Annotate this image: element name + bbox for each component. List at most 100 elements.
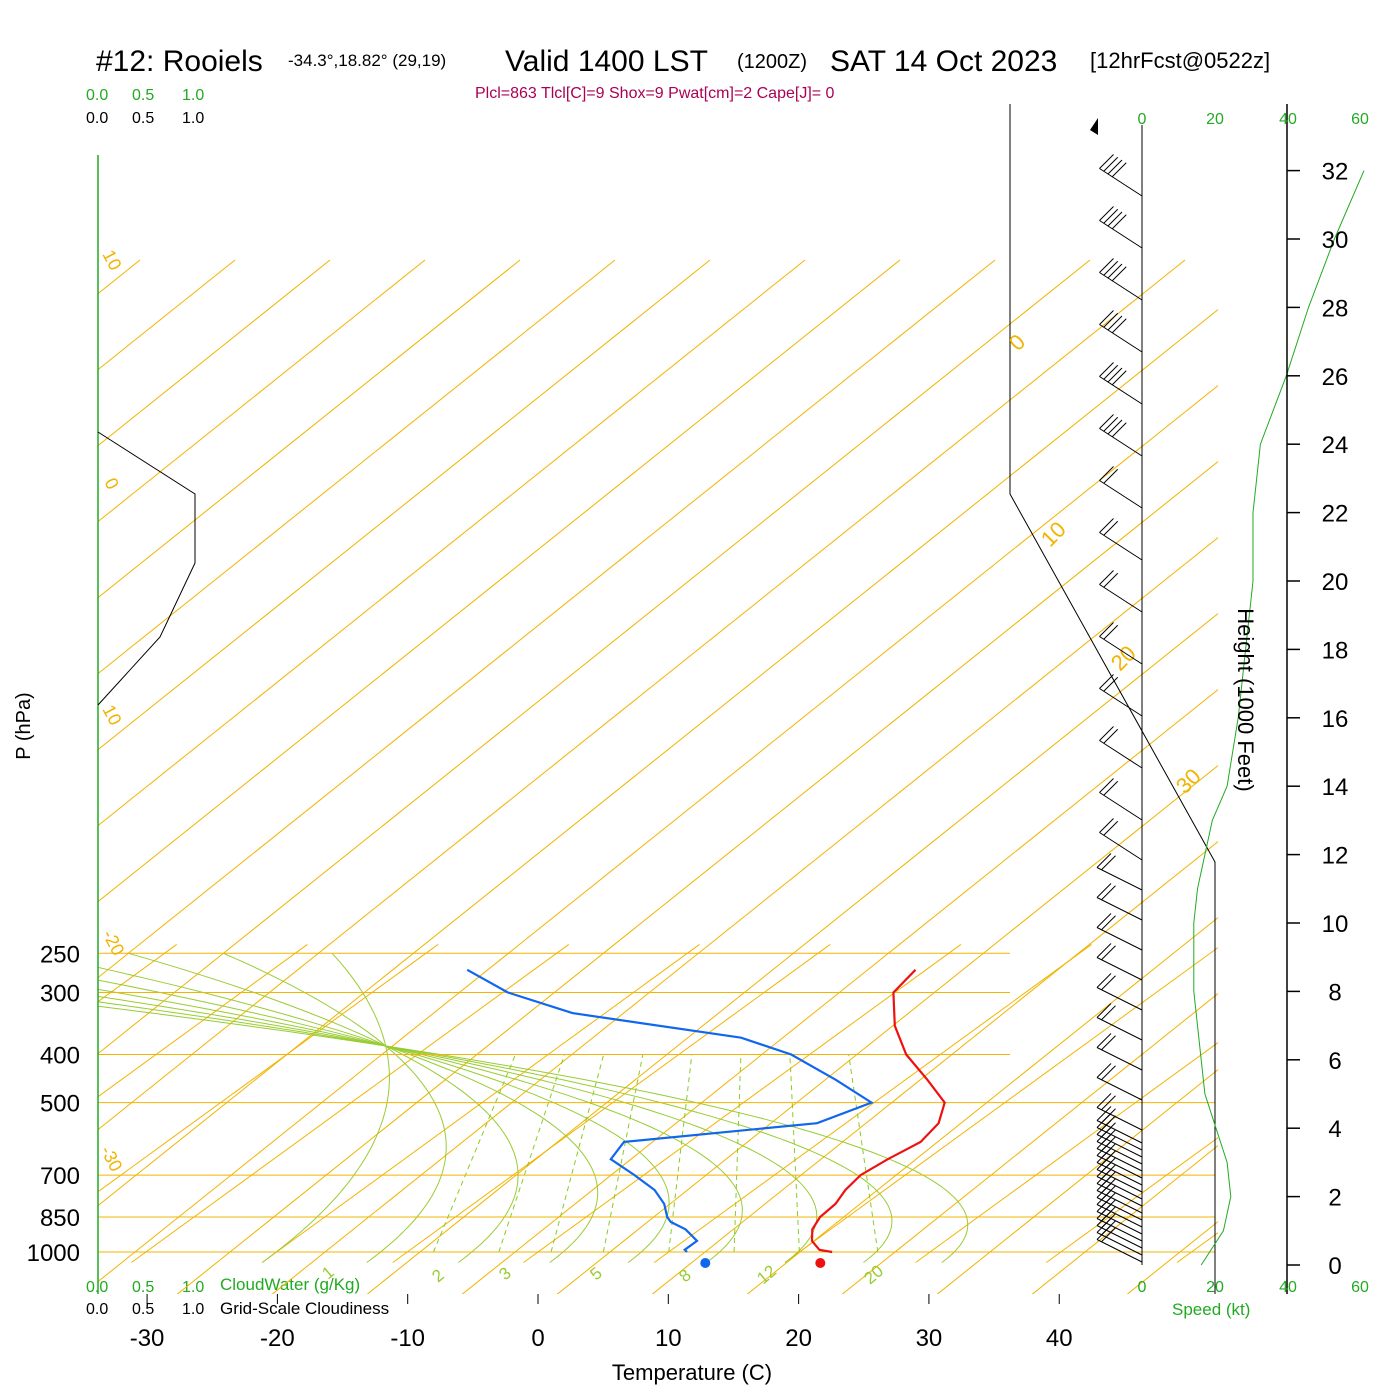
isotherm [131,944,570,1263]
wind-barb-flag [1096,1063,1112,1078]
wind-barb-flag [1101,1171,1116,1187]
wind-barb-flag [1099,206,1114,221]
isotherm-labels: 10 0 10 -20 -30 0 10 20 30 [96,246,1205,1174]
dry-adiabat [841,992,1218,1294]
moist-adiabat [128,952,519,1263]
cloudwater-tick-1: 1.0 [182,87,204,104]
height-tick-label: 2 [1328,1185,1341,1212]
wind-barb-flag [1103,208,1119,224]
isotherm [1308,944,1400,1262]
right-frame-line [1009,104,1216,1294]
isotherm-label: 0 [1004,329,1030,355]
pressure-tick-label: 300 [40,981,80,1008]
wind-barb-flag [1099,362,1114,377]
wind-barb [1096,1183,1143,1207]
wind-barb-flag [1111,318,1127,334]
forecast-info: [12hrFcst@0522z] [1090,48,1270,73]
wind-barb [1096,867,1143,891]
wind-barb-flag [1103,572,1119,588]
wind-barb [1096,1176,1143,1200]
mixing-ratio-line [550,1054,605,1253]
wind-barb-flag [1101,1035,1116,1051]
speed-axis-label: Speed (kt) [1172,1300,1250,1319]
height-tick-label: 30 [1322,227,1349,254]
dry-adiabat [98,259,1091,1055]
mixing-ratio-line [789,1054,800,1253]
temperature-tick-label: 40 [1046,1325,1073,1352]
wind-barb [1099,272,1143,301]
temperature-tick-label: 30 [916,1325,943,1352]
wind-barb-flag [1101,855,1116,871]
wind-barb-flag [1099,258,1114,273]
pressure-tick-label: 250 [40,941,80,968]
cloudwater-btick-1: 1.0 [182,1279,204,1296]
isotherm-label: -30 [96,1142,126,1174]
wind-barb-flag [1101,1108,1116,1124]
wind-speed-profile [1193,170,1365,1266]
dry-adiabat [651,840,1218,1294]
height-tick-label: 12 [1322,843,1349,870]
isotherm-lines [0,259,1400,1300]
wind-barb-flag [1103,364,1119,380]
isotherm [98,944,308,1098]
wind-barb-flag [1099,570,1114,585]
wind-barb-flag [1103,416,1119,432]
wind-barb-flag [1111,422,1127,438]
wind-barb [1096,1225,1143,1249]
wind-barb [1099,324,1143,353]
wind-barb-flag [1103,780,1119,796]
temperature-line [810,969,946,1254]
speed-tick-top: 0 [1138,111,1147,128]
cloudwater-label: CloudWater (g/Kg) [220,1275,360,1294]
wind-barb [1096,1017,1143,1041]
wind-barb [1096,1232,1143,1256]
isotherm-label: 10 [98,246,125,273]
temperature-tick-label: -20 [260,1325,295,1352]
moist-adiabat [98,995,818,1263]
wind-barb [1099,584,1143,613]
wind-barb-flag [1111,162,1127,178]
wind-barb [1099,220,1143,249]
pressure-tick-label: 1000 [27,1240,80,1267]
wind-barb-flag [1107,315,1123,331]
wind-barb [1096,1197,1143,1221]
wind-barb-flag [1099,674,1114,689]
wind-barb-flag [1101,915,1116,931]
wind-barb-flag [1101,1192,1116,1208]
wind-barb-flag [1101,975,1116,991]
height-tick-label: 10 [1322,911,1349,938]
cloudiness-tick-1: 1.0 [182,110,204,127]
mixing-ratio-lines [432,1054,879,1253]
wind-barb-flag [1096,1003,1112,1018]
height-tick-label: 16 [1322,706,1349,733]
wind-barb-flag [1103,676,1119,692]
wind-barb [1099,636,1143,665]
wind-barb [1099,480,1143,509]
mixing-ratio-line [602,1054,644,1253]
mixing-ratio-label: 12 [753,1261,780,1288]
wind-barb-flag [1101,1206,1116,1222]
cloudwater-btick-05: 0.5 [132,1279,154,1296]
wind-barb-flag [1103,624,1119,640]
surface-dewpoint-dot [700,1258,711,1268]
dry-adiabat [98,259,1186,1131]
wind-barb-flag [1096,943,1112,958]
mixing-ratio-label: 20 [860,1261,887,1288]
wind-barb [1096,1162,1143,1186]
wind-barb-flag [1101,1220,1116,1236]
temperature-tick-label: 0 [531,1325,544,1352]
wind-barb-flag [1096,913,1112,928]
wind-barb [1096,1141,1143,1165]
speed-tick-top: 60 [1351,111,1369,128]
dry-adiabat [0,260,45,1300]
speed-tick-bottom: 20 [1206,1279,1224,1296]
speed-tick-bottom: 0 [1138,1279,1147,1296]
wind-barb [1096,1047,1143,1071]
dry-adiabat [461,688,1218,1294]
wind-barb-flag [1101,1065,1116,1081]
wind-barb-flag [1107,263,1123,279]
isotherm-label: 20 [1106,641,1141,676]
wind-barbs [1090,118,1143,1263]
